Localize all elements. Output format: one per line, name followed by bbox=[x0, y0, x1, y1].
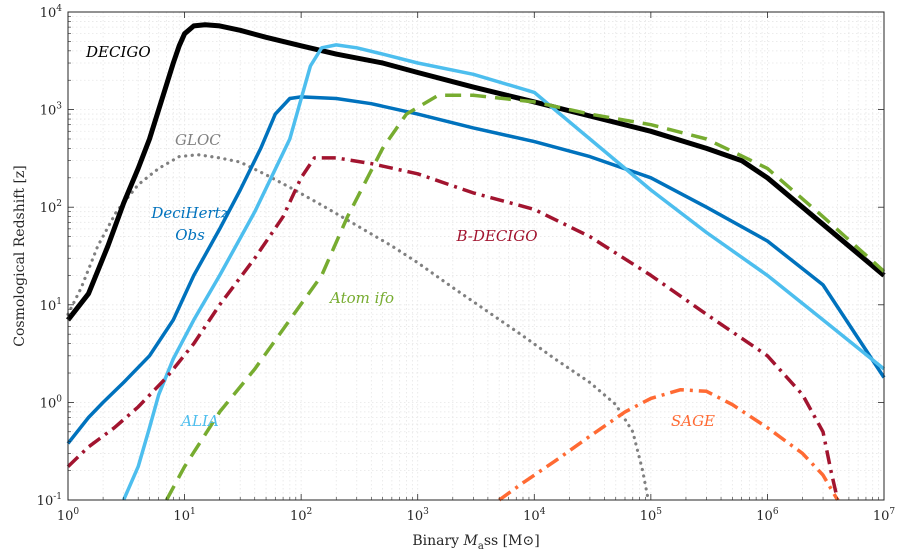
x-tick-label: 102 bbox=[290, 507, 312, 524]
series-line-atom-ifo bbox=[164, 93, 886, 501]
series-label-obs: Obs bbox=[175, 226, 205, 244]
series-label-atom-ifo: Atom ifo bbox=[328, 289, 394, 307]
series-line-gloc bbox=[66, 153, 650, 502]
x-tick-label: 107 bbox=[873, 507, 896, 524]
y-tick-label: 104 bbox=[40, 4, 63, 21]
series-line-decihertz-obs bbox=[66, 95, 886, 445]
x-tick-label: 103 bbox=[407, 507, 430, 524]
x-tick-label: 101 bbox=[173, 507, 195, 524]
y-tick-label: 102 bbox=[40, 199, 62, 216]
y-tick-label: 101 bbox=[40, 297, 62, 314]
x-tick-label: 106 bbox=[756, 507, 779, 524]
series-label-decigo: DECIGO bbox=[85, 43, 151, 61]
x-axis-label: Binary Mass [M⊙] bbox=[412, 533, 539, 552]
axis-ticks: 100 101 102 103 104 105 106 10710-1100101102103… bbox=[37, 4, 896, 524]
series-lines bbox=[66, 22, 886, 502]
series-label-b-decigo: B-DECIGO bbox=[455, 227, 537, 245]
series-labels: DECIGO GLOC DeciHertz Obs B-DECIGO Atom ifo AL… bbox=[85, 43, 715, 430]
series-label-gloc: GLOC bbox=[175, 131, 221, 149]
series-label-decihertz: DeciHertz bbox=[150, 204, 228, 222]
y-tick-label: 103 bbox=[40, 102, 63, 119]
x-tick-label: 104 bbox=[523, 507, 546, 524]
series-line-sage bbox=[498, 387, 840, 502]
y-tick-label: 100 bbox=[40, 394, 63, 411]
y-tick-label: 10-1 bbox=[37, 492, 62, 509]
plot-frame bbox=[67, 11, 885, 501]
series-line-decigo bbox=[66, 22, 886, 322]
series-line-alia bbox=[121, 43, 886, 501]
series-label-alia: ALIA bbox=[179, 412, 219, 430]
x-tick-label: 100 bbox=[57, 507, 80, 524]
x-tick-label: 105 bbox=[640, 507, 663, 524]
y-axis-label: Cosmological Redshift [z] bbox=[12, 165, 28, 347]
series-label-sage: SAGE bbox=[671, 412, 715, 430]
series-line-b-decigo bbox=[66, 156, 840, 501]
